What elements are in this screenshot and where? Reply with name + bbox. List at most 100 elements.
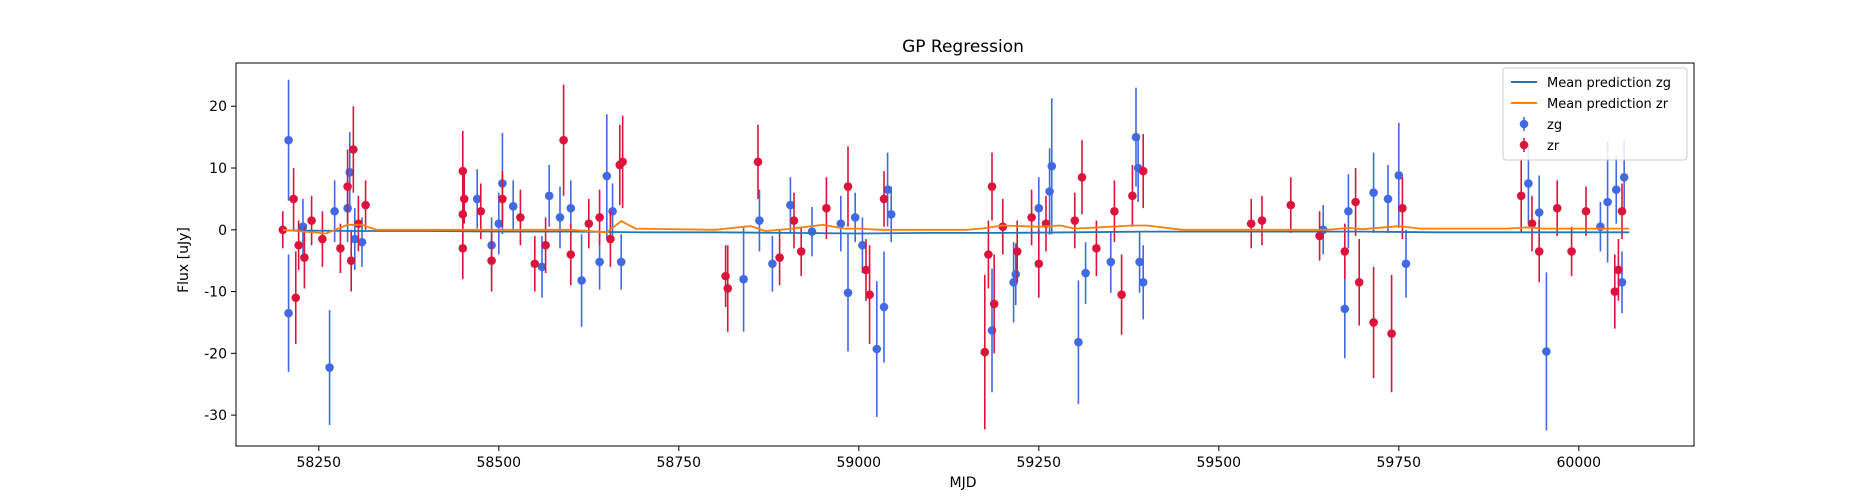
- zg-point-43: [1081, 268, 1090, 278]
- zr-point-21: [530, 259, 540, 269]
- x-axis-label: MJD: [950, 475, 977, 491]
- zr-point-27: [606, 234, 615, 244]
- zg-point-30: [850, 213, 860, 222]
- zr-point-32: [753, 157, 763, 167]
- zr-point-66: [1398, 203, 1407, 213]
- chart-axes: 58250 58500 58750 59000 59250 59500 59750 60000…: [204, 62, 1695, 471]
- zr-point-13: [458, 166, 468, 176]
- zr-point-35: [796, 247, 806, 256]
- zg-point-60: [1603, 197, 1612, 207]
- zg-point-22: [616, 257, 626, 267]
- zr-point-56: [1138, 166, 1148, 176]
- zg-point-48: [1138, 277, 1148, 287]
- zr-point-44: [989, 299, 999, 309]
- zg-point-25: [768, 259, 777, 269]
- zg-point-62: [1619, 172, 1629, 182]
- zr-point-7: [336, 244, 345, 253]
- zr-point-34: [789, 216, 799, 225]
- zg-point-38: [1011, 269, 1021, 279]
- zg-point-55: [1401, 259, 1411, 269]
- zr-point-23: [559, 135, 568, 145]
- y-tick-label-20: 20: [209, 99, 227, 115]
- zr-point-22: [541, 240, 550, 250]
- zg-point-21: [608, 206, 617, 216]
- zr-point-62: [1351, 197, 1360, 207]
- zr-point-38: [861, 265, 871, 275]
- y-tick-label--10: -10: [204, 285, 227, 301]
- zg-point-14: [537, 262, 547, 272]
- zr-point-8: [343, 182, 352, 191]
- zr-point-42: [984, 250, 993, 259]
- zr-point-60: [1315, 231, 1324, 241]
- zg-point-35: [886, 210, 896, 219]
- zg-point-61: [1611, 185, 1621, 194]
- x-tick-label-58500: 58500: [477, 455, 522, 471]
- zg-point-17: [566, 203, 576, 213]
- legend-box: [1502, 67, 1688, 161]
- zg-point-40: [1045, 187, 1054, 196]
- zg-point-42: [1074, 337, 1083, 347]
- zg-point-18: [577, 276, 586, 285]
- zr-point-25: [584, 219, 594, 228]
- zr-point-36: [822, 203, 831, 213]
- zr-point-71: [1567, 247, 1576, 256]
- zr-point-15: [458, 244, 468, 253]
- zg-point-47: [1135, 257, 1144, 267]
- zg-point-52: [1369, 188, 1378, 198]
- zg-point-57: [1534, 208, 1544, 217]
- chart-marks: [278, 79, 1630, 431]
- zr-point-37: [843, 182, 853, 191]
- zr-point-43: [987, 182, 997, 191]
- legend-label-Mean prediction zr: Mean prediction zr: [1547, 97, 1669, 112]
- zr-point-10: [349, 145, 358, 154]
- y-tick-label--30: -30: [204, 408, 227, 424]
- zg-point-56: [1524, 179, 1533, 188]
- zr-point-64: [1369, 318, 1378, 327]
- zr-point-61: [1340, 247, 1350, 256]
- zr-point-12: [361, 200, 370, 210]
- zg-point-19: [595, 257, 604, 267]
- zr-point-70: [1552, 203, 1562, 213]
- zr-point-24: [566, 250, 576, 259]
- line-Mean prediction zg: [282, 229, 1630, 235]
- zr-point-9: [346, 256, 356, 265]
- zg-point-41: [1047, 161, 1057, 171]
- x-tick-label-58750: 58750: [657, 455, 702, 471]
- legend-swatch-zg: [1519, 119, 1529, 129]
- zg-point-50: [1340, 304, 1350, 314]
- zg-point-9: [472, 194, 482, 204]
- zg-point-4: [330, 206, 339, 216]
- zg-point-7: [350, 234, 360, 244]
- zr-point-73: [1610, 287, 1620, 296]
- zg-point-24: [755, 216, 764, 225]
- zg-point-51: [1344, 206, 1353, 216]
- zr-point-6: [318, 234, 327, 244]
- x-tick-label-59750: 59750: [1377, 455, 1422, 471]
- zg-point-28: [836, 219, 846, 228]
- zr-point-1: [289, 194, 298, 204]
- zg-point-44: [1106, 257, 1116, 267]
- zr-point-52: [1092, 244, 1101, 253]
- zg-point-53: [1383, 194, 1393, 204]
- zr-point-17: [476, 206, 486, 216]
- zr-point-59: [1286, 200, 1296, 210]
- zr-point-29: [618, 157, 627, 167]
- zr-point-54: [1117, 290, 1126, 299]
- y-tick-label-10: 10: [209, 161, 227, 177]
- zg-point-8: [357, 237, 367, 247]
- zr-point-45: [998, 222, 1008, 232]
- y-tick-label--20: -20: [204, 346, 227, 362]
- zr-point-39: [865, 290, 874, 299]
- zg-point-1: [284, 308, 293, 318]
- y-axis-label: Flux [uJy]: [176, 227, 192, 293]
- zg-point-59: [1596, 222, 1605, 232]
- zr-point-46: [1012, 247, 1022, 256]
- zg-point-20: [602, 171, 612, 181]
- zr-point-48: [1034, 259, 1044, 269]
- zg-point-33: [879, 302, 889, 312]
- zr-point-4: [300, 253, 309, 262]
- zg-point-26: [786, 200, 795, 210]
- zg-point-36: [987, 326, 997, 335]
